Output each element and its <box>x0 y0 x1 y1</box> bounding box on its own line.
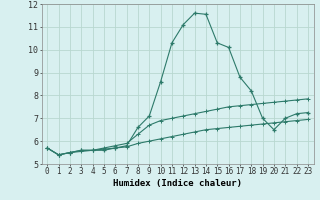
X-axis label: Humidex (Indice chaleur): Humidex (Indice chaleur) <box>113 179 242 188</box>
